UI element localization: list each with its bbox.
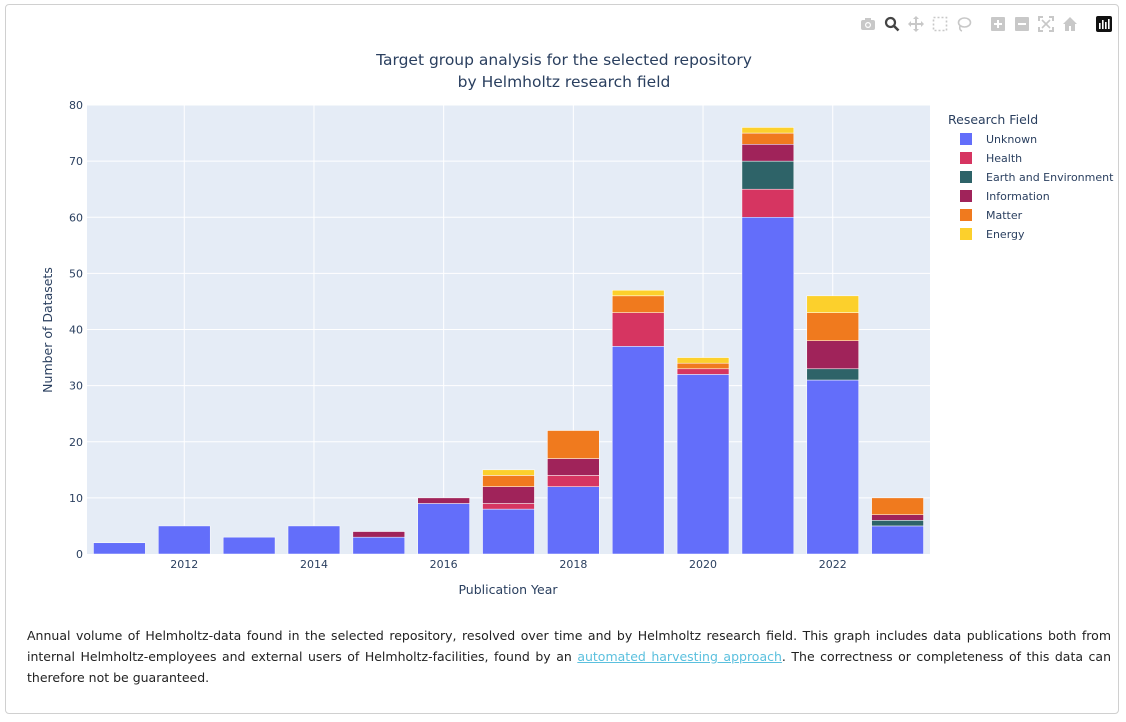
x-axis-label: Publication Year: [458, 582, 558, 597]
y-tick-label: 40: [69, 324, 83, 337]
bar-segment-information-2021[interactable]: [741, 144, 795, 162]
chart-caption: Annual volume of Helmholtz-data found in…: [27, 625, 1111, 688]
y-tick-label: 80: [69, 99, 83, 112]
bar-segment-unknown-2013[interactable]: [222, 536, 276, 555]
lasso-select-icon[interactable]: [955, 15, 973, 33]
legend-item-label[interactable]: Health: [986, 152, 1022, 165]
caption-text-after: . The correctness or completeness of thi…: [27, 649, 1111, 685]
legend: Research Field Unknown Health Earth and En…: [948, 112, 1114, 241]
y-tick-label: 60: [69, 211, 83, 224]
bar-segment-earth-and-environment-2022[interactable]: [806, 368, 859, 381]
bar-segment-unknown-2020[interactable]: [676, 374, 730, 555]
legend-swatch[interactable]: [960, 133, 972, 145]
zoom-out-icon[interactable]: [1013, 15, 1031, 33]
zoom-icon[interactable]: [883, 15, 901, 33]
stacked-bar-chart: Target group analysis for the selected r…: [40, 51, 1114, 597]
x-tick-label: 2020: [689, 558, 717, 571]
bar-segment-matter-2018[interactable]: [547, 430, 600, 459]
caption-text-before: Annual volume of Helmholtz-data found in…: [27, 628, 1111, 664]
y-tick-label: 50: [69, 267, 83, 280]
reset-axes-icon[interactable]: [1061, 15, 1079, 33]
bar-segment-energy-2017[interactable]: [482, 469, 535, 476]
legend-item-label[interactable]: Matter: [986, 209, 1023, 222]
bar-segment-energy-2022[interactable]: [806, 295, 859, 313]
bars: [93, 127, 924, 555]
camera-icon[interactable]: [859, 15, 877, 33]
chart-subtitle: by Helmholtz research field: [458, 73, 671, 91]
bar-segment-health-2017[interactable]: [482, 503, 535, 510]
bar-segment-unknown-2011[interactable]: [93, 542, 146, 555]
legend-title: Research Field: [948, 112, 1038, 127]
zoom-in-icon[interactable]: [989, 15, 1007, 33]
bar-segment-matter-2021[interactable]: [741, 132, 795, 145]
legend-swatch[interactable]: [960, 228, 972, 240]
bar-segment-information-2018[interactable]: [547, 458, 600, 476]
bar-segment-information-2023[interactable]: [871, 514, 924, 521]
bar-segment-earth-and-environment-2021[interactable]: [741, 160, 795, 190]
bar-segment-unknown-2014[interactable]: [287, 525, 341, 555]
bar-segment-energy-2020[interactable]: [676, 357, 730, 364]
legend-swatch[interactable]: [960, 190, 972, 202]
x-tick-label: 2022: [819, 558, 847, 571]
y-axis-ticks: 0 10 20 30 40 50 60 70 80: [69, 99, 83, 561]
bar-segment-health-2018[interactable]: [547, 475, 600, 487]
bar-segment-unknown-2019[interactable]: [612, 346, 665, 555]
legend-swatch[interactable]: [960, 209, 972, 221]
legend-item-label[interactable]: Unknown: [986, 133, 1037, 146]
autoscale-icon[interactable]: [1037, 15, 1055, 33]
y-axis-label: Number of Datasets: [40, 267, 55, 393]
harvesting-approach-link[interactable]: automated harvesting approach: [577, 649, 782, 664]
bar-segment-matter-2017[interactable]: [482, 475, 535, 487]
legend-item-label[interactable]: Information: [986, 190, 1050, 203]
pan-icon[interactable]: [907, 15, 925, 33]
x-tick-label: 2012: [170, 558, 198, 571]
bar-segment-earth-and-environment-2023[interactable]: [871, 520, 924, 527]
bar-segment-unknown-2012[interactable]: [158, 525, 211, 555]
y-tick-label: 0: [76, 548, 83, 561]
bar-segment-unknown-2015[interactable]: [352, 536, 405, 555]
bar-segment-health-2021[interactable]: [741, 188, 795, 218]
y-tick-label: 20: [69, 436, 83, 449]
bar-segment-matter-2020[interactable]: [676, 362, 730, 370]
bar-segment-health-2020[interactable]: [676, 368, 730, 375]
y-tick-label: 10: [69, 492, 83, 505]
legend-swatch[interactable]: [960, 171, 972, 183]
bar-segment-unknown-2023[interactable]: [871, 525, 924, 555]
bar-segment-unknown-2021[interactable]: [741, 217, 795, 555]
legend-item-label[interactable]: Energy: [986, 228, 1025, 241]
x-axis-ticks: 2012 2014 2016 2018 2020 2022: [170, 558, 846, 571]
bar-segment-matter-2019[interactable]: [612, 295, 665, 313]
modebar: [859, 15, 1119, 33]
bar-segment-health-2019[interactable]: [612, 312, 665, 347]
bar-segment-unknown-2016[interactable]: [417, 503, 470, 555]
bar-segment-energy-2021[interactable]: [741, 127, 795, 134]
x-tick-label: 2016: [430, 558, 458, 571]
x-tick-label: 2014: [300, 558, 328, 571]
bar-segment-unknown-2022[interactable]: [806, 379, 859, 555]
bar-segment-matter-2023[interactable]: [871, 497, 924, 515]
y-tick-label: 30: [69, 380, 83, 393]
bar-segment-energy-2019[interactable]: [612, 289, 665, 297]
bar-segment-unknown-2018[interactable]: [547, 486, 600, 555]
bar-segment-unknown-2017[interactable]: [482, 508, 535, 555]
legend-swatch[interactable]: [960, 152, 972, 164]
chart-card: Target group analysis for the selected r…: [5, 4, 1119, 714]
bar-segment-information-2017[interactable]: [482, 486, 535, 504]
bar-segment-information-2022[interactable]: [806, 340, 859, 370]
box-select-icon[interactable]: [931, 15, 949, 33]
bar-segment-information-2016[interactable]: [417, 497, 470, 504]
legend-item-label[interactable]: Earth and Environment: [986, 171, 1114, 184]
bar-segment-matter-2022[interactable]: [806, 312, 859, 341]
bar-segment-information-2015[interactable]: [352, 531, 405, 538]
chart-title: Target group analysis for the selected r…: [375, 51, 752, 69]
x-tick-label: 2018: [559, 558, 587, 571]
y-tick-label: 70: [69, 155, 83, 168]
plotly-logo-icon[interactable]: [1095, 15, 1113, 33]
